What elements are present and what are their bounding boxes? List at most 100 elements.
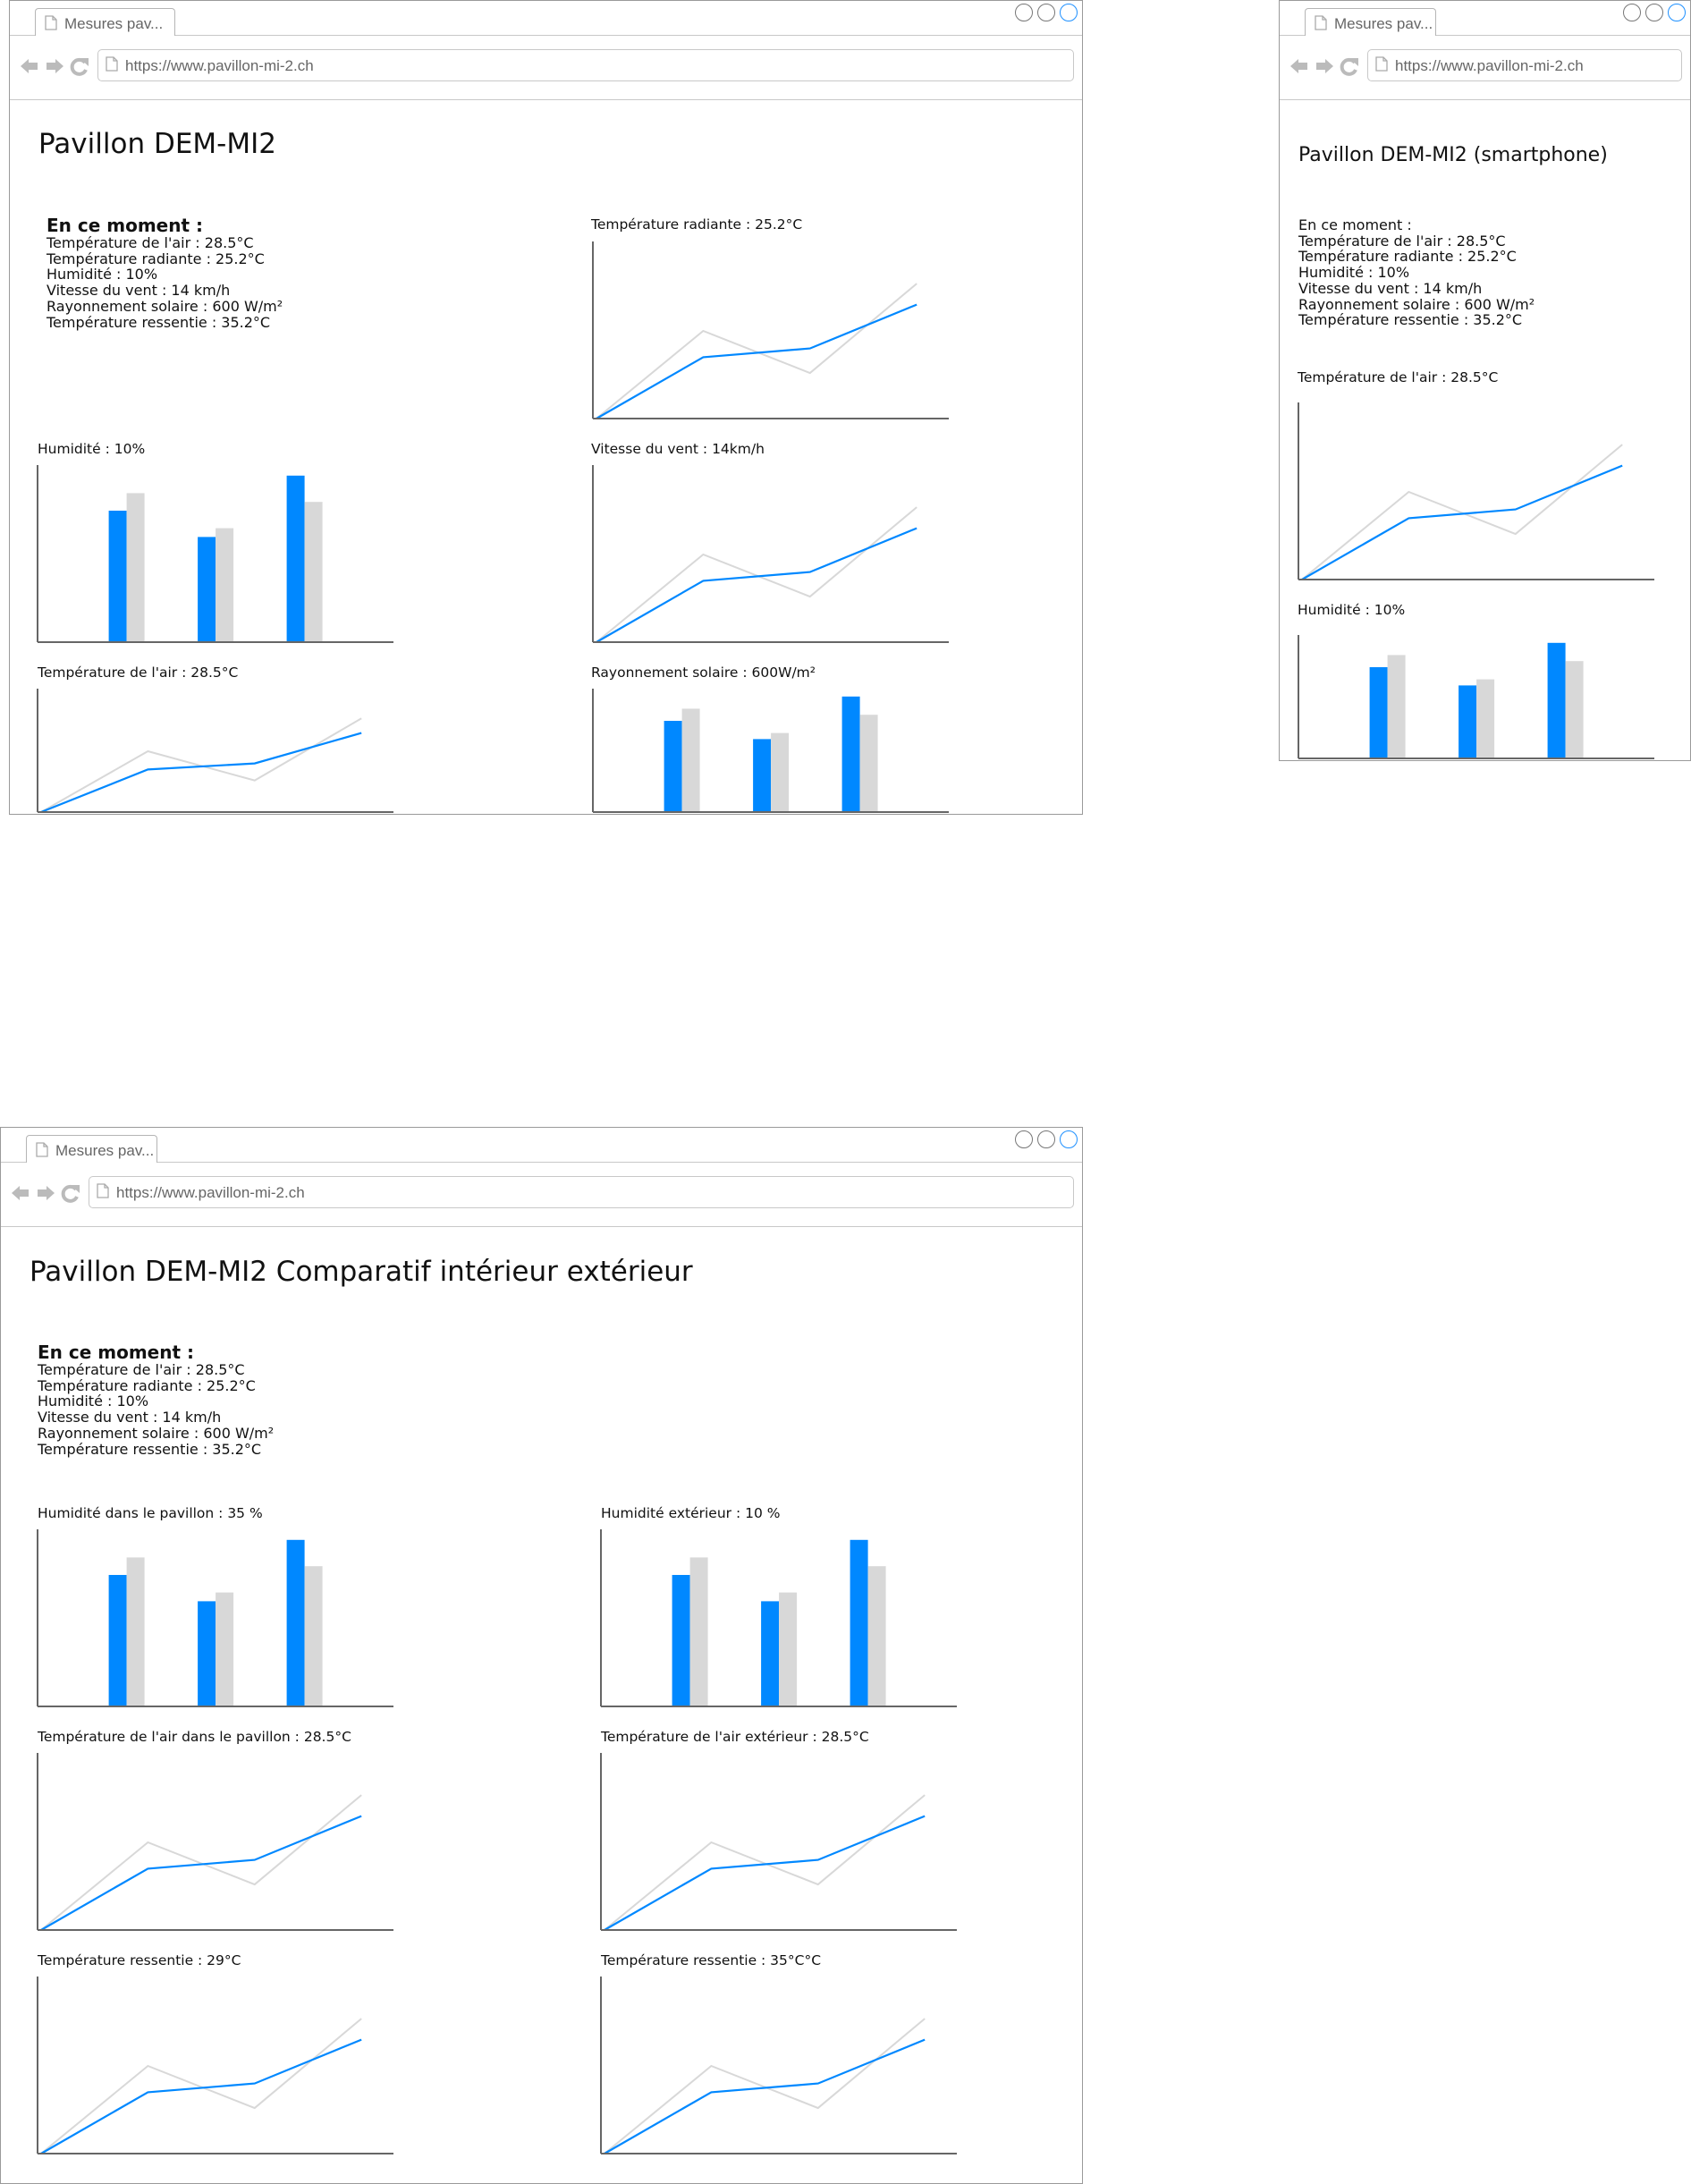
tab-title: Mesures pav...	[1334, 15, 1433, 32]
line-chart-air-temperature	[1298, 402, 1654, 580]
page-icon	[1375, 56, 1388, 76]
bar-current	[286, 1539, 305, 1706]
forward-arrow-icon[interactable]	[38, 1186, 55, 1200]
bar-current	[753, 739, 772, 812]
browser-tab[interactable]: Mesures pav...	[35, 8, 175, 36]
back-arrow-icon[interactable]	[12, 1186, 29, 1200]
series-line-current	[40, 2038, 362, 2154]
bar-chart-solar-radiation	[592, 689, 949, 813]
series-line-current	[604, 2038, 926, 2154]
chart-label: Humidité dans le pavillon : 35 %	[38, 1505, 263, 1521]
line-chart-felt-temperature-outside	[600, 1977, 957, 2154]
close-button[interactable]	[1060, 4, 1078, 21]
forward-arrow-icon[interactable]	[1316, 59, 1333, 73]
line-chart-radiant-temperature	[592, 241, 949, 419]
chart-label: Température de l'air dans le pavillon : …	[38, 1729, 351, 1745]
desktop-browser-window: Mesures pav... https://www.pavillon-mi-2…	[9, 0, 1083, 815]
address-bar[interactable]: https://www.pavillon-mi-2.ch	[97, 49, 1074, 81]
chart-label: Température ressentie : 35°C°C	[601, 1952, 822, 1968]
page-title: Pavillon DEM-MI2	[38, 128, 276, 160]
browser-chrome: Mesures pav... https://www.pavillon-mi-2…	[1, 1128, 1082, 1227]
now-line: Température ressentie : 35.2°C	[38, 1440, 262, 1458]
minimize-button[interactable]	[1015, 4, 1033, 21]
bar-current	[1369, 667, 1388, 758]
bar-reference	[771, 732, 790, 812]
now-line: Température radiante : 25.2°C	[47, 250, 265, 267]
bar-reference	[867, 1566, 886, 1706]
page-title: Pavillon DEM-MI2 Comparatif intérieur ex…	[30, 1256, 693, 1288]
now-heading: En ce moment :	[38, 1342, 194, 1363]
close-button[interactable]	[1668, 4, 1686, 21]
bar-current	[1458, 685, 1477, 758]
now-line: Humidité : 10%	[1298, 264, 1410, 282]
line-chart-felt-temperature-inside	[37, 1977, 393, 2154]
now-line: Rayonnement solaire : 600 W/m²	[47, 297, 283, 315]
series-line-reference	[1301, 444, 1623, 580]
bar-reference	[304, 1566, 323, 1706]
address-bar[interactable]: https://www.pavillon-mi-2.ch	[89, 1176, 1074, 1208]
url-text: https://www.pavillon-mi-2.ch	[116, 1184, 305, 1201]
bar-chart-humidity-inside	[37, 1529, 393, 1707]
bar-reference	[304, 502, 323, 642]
now-heading: En ce moment :	[1298, 216, 1412, 233]
bar-reference	[126, 1557, 145, 1706]
page-icon	[36, 1142, 48, 1162]
url-text: https://www.pavillon-mi-2.ch	[1395, 57, 1584, 74]
series-line-current	[596, 303, 917, 419]
series-line-reference	[596, 283, 917, 419]
now-heading: En ce moment :	[47, 215, 203, 236]
page-icon	[45, 15, 57, 35]
chart-label: Température radiante : 25.2°C	[591, 216, 803, 233]
series-line-current	[40, 1815, 362, 1931]
back-arrow-icon[interactable]	[1290, 59, 1307, 73]
now-line: Température ressentie : 35.2°C	[47, 313, 271, 331]
now-line: Vitesse du vent : 14 km/h	[1298, 279, 1483, 297]
url-text: https://www.pavillon-mi-2.ch	[125, 57, 314, 74]
line-chart-air-temperature-inside	[37, 1753, 393, 1931]
now-line: Température radiante : 25.2°C	[38, 1376, 256, 1394]
close-button[interactable]	[1060, 1130, 1078, 1148]
minimize-button[interactable]	[1623, 4, 1641, 21]
reload-icon[interactable]	[1340, 57, 1358, 76]
now-line: Température radiante : 25.2°C	[1298, 248, 1517, 266]
bar-current	[198, 537, 216, 642]
reload-icon[interactable]	[61, 1184, 80, 1203]
bar-reference	[859, 715, 878, 812]
bar-current	[850, 1539, 868, 1706]
now-line: Humidité : 10%	[47, 266, 158, 284]
chart-label: Vitesse du vent : 14km/h	[591, 441, 765, 457]
bar-chart-humidity	[1298, 635, 1654, 759]
address-bar[interactable]: https://www.pavillon-mi-2.ch	[1367, 49, 1682, 81]
bar-current	[286, 475, 305, 642]
now-line: Rayonnement solaire : 600 W/m²	[38, 1424, 275, 1442]
bar-current	[198, 1601, 216, 1706]
tab-title: Mesures pav...	[64, 15, 164, 32]
back-arrow-icon[interactable]	[21, 59, 38, 73]
browser-tab[interactable]: Mesures pav...	[1305, 8, 1436, 36]
chart-label: Humidité : 10%	[1298, 602, 1406, 618]
forward-arrow-icon[interactable]	[47, 59, 63, 73]
bar-current	[761, 1601, 780, 1706]
now-line: Température de l'air : 28.5°C	[47, 234, 254, 251]
line-chart-wind-speed	[592, 465, 949, 643]
bar-current	[1547, 642, 1566, 758]
page-icon	[97, 1183, 109, 1203]
series-line-reference	[40, 1794, 362, 1931]
bar-reference	[216, 528, 234, 642]
series-line-current	[40, 732, 362, 814]
chart-label: Rayonnement solaire : 600W/m²	[591, 665, 816, 681]
now-line: Vitesse du vent : 14 km/h	[38, 1409, 222, 1426]
minimize-button[interactable]	[1015, 1130, 1033, 1148]
now-panel: En ce moment : Température de l'air : 28…	[47, 216, 283, 330]
bar-reference	[779, 1592, 798, 1706]
maximize-button[interactable]	[1645, 4, 1663, 21]
series-line-current	[1301, 464, 1623, 580]
maximize-button[interactable]	[1037, 4, 1055, 21]
smartphone-browser-window: Mesures pav... https://www.pavillon-mi-2…	[1279, 0, 1691, 761]
tab-title: Mesures pav...	[55, 1142, 155, 1159]
maximize-button[interactable]	[1037, 1130, 1055, 1148]
reload-icon[interactable]	[70, 57, 89, 76]
browser-tab[interactable]: Mesures pav...	[26, 1135, 157, 1163]
line-chart-air-temperature-outside	[600, 1753, 957, 1931]
now-line: Rayonnement solaire : 600 W/m²	[1298, 295, 1535, 313]
